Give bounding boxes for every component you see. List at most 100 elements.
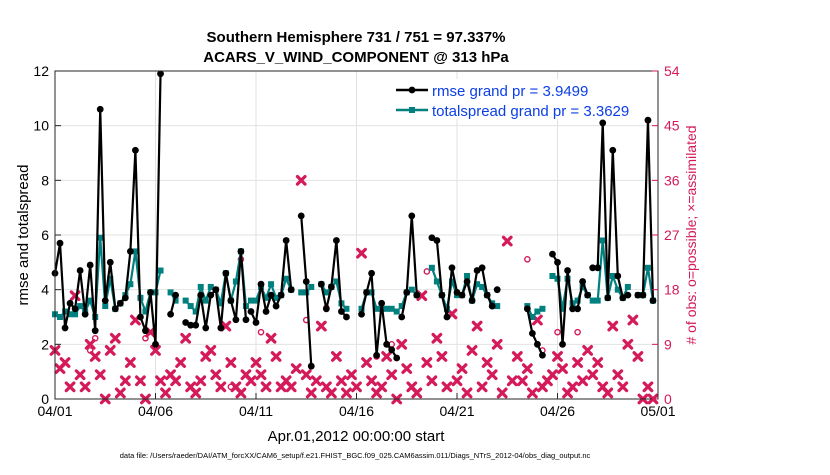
- totalspread-point: [232, 278, 239, 285]
- totalspread-point: [594, 297, 601, 304]
- chart-title-line1: Southern Hemisphere 731 / 751 = 97.337%: [207, 29, 506, 46]
- axes: 0 2 4 6 8 10 12 0 9 18 27 36 45 54 04/01 04/06 04/11 04/1…: [33, 63, 679, 419]
- obs-assimilated-marker: [471, 320, 483, 332]
- obs-assimilated-marker: [521, 363, 533, 375]
- obs-assimilated-marker: [486, 369, 498, 381]
- totalspread-point: [343, 305, 350, 312]
- obs-assimilated-marker: [577, 375, 589, 387]
- obs-assimilated-marker: [366, 375, 377, 387]
- obs-assimilated-marker: [190, 387, 202, 399]
- obs-assimilated-marker: [336, 375, 347, 387]
- obs-assimilated-marker: [109, 332, 121, 344]
- obs-assimilated-marker: [331, 351, 342, 362]
- totalspread-point: [67, 311, 74, 318]
- obs-assimilated-marker: [642, 381, 654, 393]
- rmse-point: [378, 299, 386, 307]
- rmse-point: [373, 351, 380, 359]
- legend-rmse-marker: [408, 86, 416, 94]
- obs-assimilated-marker: [411, 387, 423, 399]
- obs-assimilated-marker: [346, 369, 357, 381]
- x-tick-label: 04/01: [37, 403, 72, 419]
- totalspread-point: [373, 305, 380, 312]
- totalspread-point: [157, 267, 164, 274]
- rmse-point: [237, 248, 245, 255]
- footer-data-file: data file: /Users/raeder/DAI/ATM_forcXX/…: [120, 451, 591, 460]
- rmse-point: [448, 264, 456, 272]
- totalspread-point: [398, 303, 405, 310]
- obs-assimilated-marker: [119, 375, 131, 387]
- rmse-point: [594, 264, 602, 272]
- totalspread-point: [609, 273, 616, 279]
- totalspread-point: [197, 283, 204, 290]
- rmse-point: [473, 267, 481, 274]
- rmse-point: [187, 321, 195, 329]
- obs-assimilated-marker: [250, 357, 262, 368]
- rmse-point: [157, 70, 164, 78]
- obs-assimilated-marker: [84, 338, 96, 350]
- rmse-line: [53, 73, 162, 346]
- rmse-point: [368, 269, 375, 277]
- rmse-point: [358, 310, 365, 318]
- obs-possible-marker: [423, 268, 431, 275]
- rmse-line: [551, 253, 589, 346]
- totalspread-point: [202, 297, 209, 304]
- obs-assimilated-marker: [205, 345, 217, 356]
- obs-assimilated-marker: [255, 369, 267, 381]
- legend-spread-marker: [409, 107, 415, 113]
- obs-assimilated-marker: [325, 387, 337, 399]
- rmse-point: [257, 280, 265, 288]
- rmse-point: [523, 305, 531, 313]
- totalspread-point: [388, 305, 395, 312]
- obs-assimilated-marker: [617, 381, 629, 393]
- obs-assimilated-marker: [175, 357, 187, 368]
- rmse-point: [222, 269, 230, 277]
- totalspread-point: [494, 303, 501, 310]
- totalspread-point: [57, 314, 64, 320]
- obs-assimilated-marker: [195, 375, 207, 387]
- totalspread-point: [107, 275, 114, 282]
- obs-assimilated-marker: [431, 332, 443, 344]
- rmse-point: [322, 305, 330, 313]
- obs-assimilated-marker: [265, 332, 277, 344]
- obs-assimilated-marker: [491, 338, 503, 350]
- rmse-point: [433, 237, 441, 244]
- obs-assimilated-marker: [180, 332, 192, 344]
- obs-assimilated-marker: [245, 375, 257, 387]
- rmse-point: [589, 264, 597, 272]
- rmse-point: [413, 291, 421, 299]
- rmse-point: [599, 119, 607, 127]
- totalspread-point: [474, 281, 481, 288]
- y-right-tick-label: 0: [664, 391, 672, 407]
- totalspread-point: [559, 305, 566, 312]
- totalspread-point: [87, 297, 94, 304]
- totalspread-point: [308, 283, 315, 290]
- rmse-point: [121, 294, 129, 302]
- rmse-line: [592, 121, 629, 299]
- obs-assimilated-marker: [632, 351, 644, 362]
- obs-assimilated-marker: [215, 381, 227, 393]
- rmse-point: [252, 319, 260, 326]
- obs-assimilated-marker: [511, 351, 523, 362]
- totalspread-point: [368, 289, 375, 296]
- obs-assimilated-marker: [582, 345, 594, 356]
- totalspread-point: [192, 308, 199, 315]
- obs-assimilated-marker: [396, 338, 408, 350]
- obs-possible-marker: [91, 334, 99, 342]
- obs-assimilated-marker: [79, 381, 91, 393]
- rmse-point: [212, 286, 220, 294]
- rmse-point: [132, 146, 139, 154]
- rmse-point: [453, 289, 461, 296]
- rmse-point: [619, 294, 627, 302]
- y-right-tick-label: 18: [664, 282, 680, 298]
- obs-assimilated-marker: [310, 375, 322, 387]
- totalspread-point: [97, 234, 104, 241]
- obs-assimilated-marker: [627, 314, 639, 326]
- rmse-point: [483, 291, 491, 299]
- totalspread-point: [428, 264, 435, 271]
- obs-assimilated-marker: [104, 345, 116, 356]
- totalspread-point: [479, 283, 486, 290]
- rmse-point: [333, 237, 340, 244]
- rmse-point: [91, 327, 99, 335]
- totalspread-point: [464, 273, 471, 279]
- y-right-tick-label: 9: [664, 336, 672, 352]
